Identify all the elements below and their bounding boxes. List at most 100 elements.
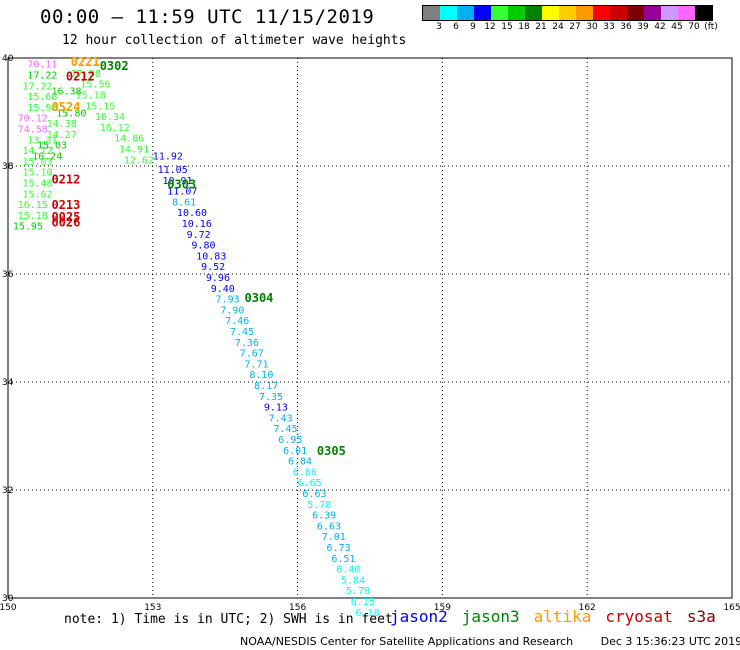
- footer: NOAA/NESDIS Center for Satellite Applica…: [240, 635, 740, 648]
- swh-value: 11.07: [167, 187, 197, 198]
- swh-value: 9.13: [264, 403, 288, 414]
- swh-value: 10.91: [162, 176, 192, 187]
- swh-value: 16.38: [51, 87, 81, 98]
- swh-value: 7.45: [230, 327, 254, 338]
- chart-subtitle: 12 hour collection of altimeter wave hei…: [62, 33, 407, 48]
- swh-value: 7.35: [259, 392, 283, 403]
- swh-value: 15.95: [13, 222, 43, 233]
- swh-value: 15.03: [37, 141, 67, 152]
- swh-value: 5.84: [341, 575, 365, 586]
- swh-value: 7.01: [322, 532, 346, 543]
- legend-label: (ft): [704, 22, 718, 32]
- swh-value: 14.38: [47, 119, 77, 130]
- swh-value: 6.40: [336, 565, 360, 576]
- legend-label: 33: [603, 22, 615, 32]
- legend-swatch: [678, 6, 695, 20]
- legend-label: 18: [518, 22, 530, 32]
- time-label: 0303: [167, 178, 196, 192]
- legend-swatch: [491, 6, 508, 20]
- swh-value: 14.12: [22, 146, 52, 157]
- legend-swatch: [525, 6, 542, 20]
- swh-value: 6.63: [302, 489, 326, 500]
- swh-value: 7.45: [273, 424, 297, 435]
- swh-value: 15.18: [76, 91, 106, 102]
- swh-value: 17.22: [22, 81, 52, 92]
- swh-value: 15.10: [22, 168, 52, 179]
- swh-value: 15.03: [22, 157, 52, 168]
- legend-label: 45: [671, 22, 683, 32]
- legend-swatch: [508, 6, 525, 20]
- swh-value: 12.62: [124, 155, 154, 166]
- swh-value: 14.91: [119, 145, 149, 156]
- swh-value: 9.80: [191, 241, 215, 252]
- swh-value: 11.05: [158, 165, 188, 176]
- legend-label: 42: [654, 22, 666, 32]
- satellite-legend: jason2 jason3 altika cryosat s3a: [390, 607, 716, 626]
- x-tick-label: 159: [434, 603, 451, 613]
- swh-value: 6.15: [351, 597, 375, 608]
- swh-value: 13.31: [27, 135, 57, 146]
- swh-value: 6.01: [283, 446, 307, 457]
- legend-swatch: [576, 6, 593, 20]
- legend-swatch: [610, 6, 627, 20]
- swh-value: 6.51: [331, 554, 355, 565]
- legend-swatch: [695, 6, 712, 20]
- x-tick-label: 162: [579, 603, 596, 613]
- time-label: 0212: [51, 172, 80, 186]
- swh-value: 10.83: [196, 251, 226, 262]
- time-label: 0025: [51, 210, 80, 224]
- legend-swatch: [542, 6, 559, 20]
- swh-value: 9.52: [201, 262, 225, 273]
- legend-label: 12: [484, 22, 496, 32]
- swh-value: 6.86: [293, 467, 317, 478]
- swh-value: 7.43: [269, 413, 293, 424]
- swh-value: 7.67: [240, 349, 264, 360]
- time-label: 0213: [51, 198, 80, 212]
- x-tick-label: 153: [144, 603, 161, 613]
- swh-value: 10.60: [177, 208, 207, 219]
- legend-swatch: [644, 6, 661, 20]
- swh-value: 6.39: [312, 511, 336, 522]
- swh-value: 17.08: [71, 69, 101, 80]
- time-label: 0302: [100, 59, 129, 73]
- swh-value: 15.15: [85, 101, 115, 112]
- swh-value: 5.78: [346, 586, 370, 597]
- swh-value: 16.24: [32, 152, 62, 163]
- swh-value: 7.90: [220, 305, 244, 316]
- swh-value: 15.56: [80, 80, 110, 91]
- legend-label: 39: [637, 22, 649, 32]
- x-tick-label: 150: [0, 603, 17, 613]
- swh-value: 7.46: [225, 316, 249, 327]
- x-tick-label: 156: [289, 603, 306, 613]
- legend-swatch: [440, 6, 457, 20]
- swh-value: 11.92: [153, 152, 183, 163]
- legend-label: 15: [501, 22, 513, 32]
- legend-swatch: [559, 6, 576, 20]
- swh-value: 16.12: [100, 123, 130, 134]
- y-tick-label: 38: [2, 162, 14, 172]
- swh-value: 8.61: [172, 197, 196, 208]
- legend-label: 24: [552, 22, 564, 32]
- chart-note: note: 1) Time is in UTC; 2) SWH is in fe…: [64, 612, 393, 627]
- legend-label: 9: [470, 22, 476, 32]
- legend-label: 21: [535, 22, 547, 32]
- legend-swatch: [423, 6, 440, 20]
- swh-value: 9.96: [206, 273, 230, 284]
- swh-value: 6.95: [278, 435, 302, 446]
- time-label: 0212: [66, 70, 95, 84]
- time-label: 0524: [51, 100, 80, 114]
- color-legend: [422, 5, 713, 21]
- satellite-label-altika: altika: [533, 607, 592, 626]
- swh-value: 15.18: [18, 211, 48, 222]
- legend-label: 70: [688, 22, 700, 32]
- swh-value: 15.62: [22, 189, 52, 200]
- swh-value: 15.68: [27, 92, 57, 103]
- swh-value: 17.22: [27, 71, 57, 82]
- swh-value: 6.18: [356, 608, 380, 619]
- swh-value: 70.12: [18, 114, 48, 125]
- legend-label: 6: [453, 22, 459, 32]
- satellite-label-s3a: s3a: [686, 607, 716, 626]
- swh-value: 16.15: [18, 200, 48, 211]
- y-tick-label: 32: [2, 486, 13, 496]
